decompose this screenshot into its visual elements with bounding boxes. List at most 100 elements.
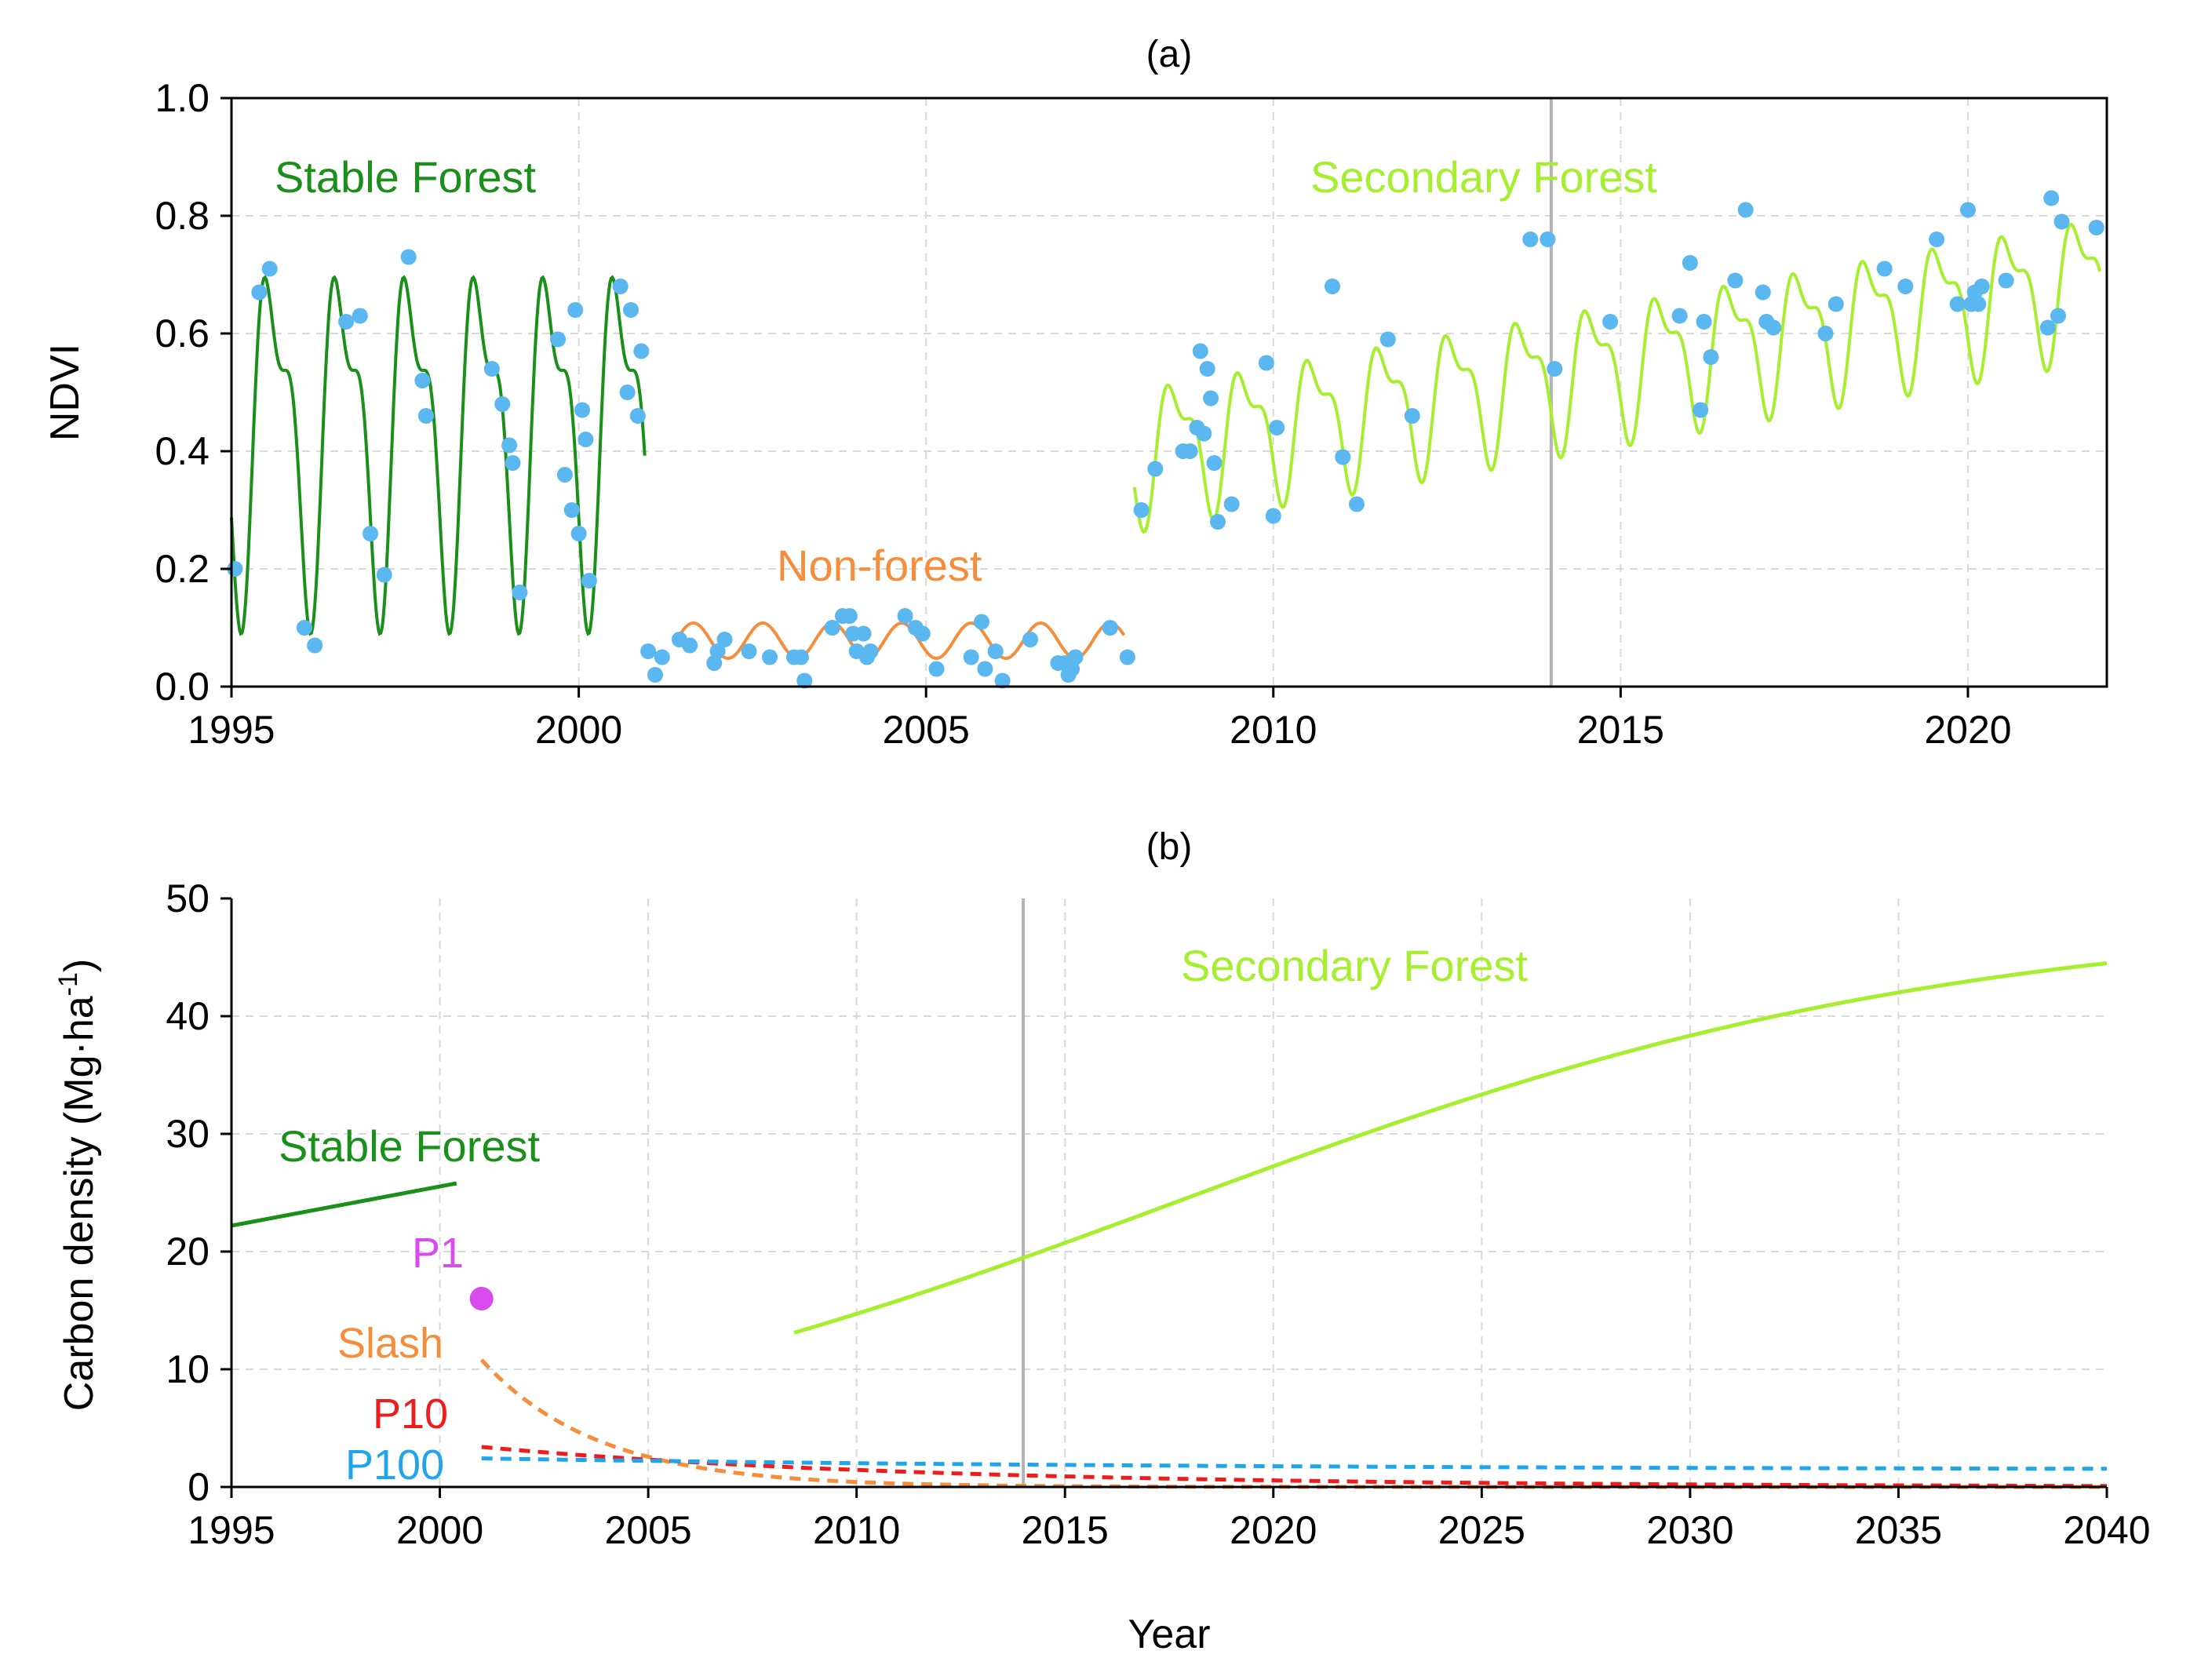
ndvi-observation-point	[1817, 326, 1834, 341]
panel-b-grid	[231, 898, 2107, 1487]
ndvi-observation-point	[2043, 190, 2060, 206]
y-tick-label: 40	[166, 994, 210, 1038]
ndvi-observation-point	[505, 455, 521, 471]
point-p1	[469, 1287, 494, 1310]
series-line-p10	[481, 1445, 2107, 1489]
panel-a: (a) 1995 2000 2005 2010 2015 2020 0.0 0.2 0.4 0.6…	[42, 34, 2108, 752]
label-stable-forest-a: Stable Forest	[275, 152, 536, 202]
ndvi-observation-point	[400, 249, 417, 265]
y-tick-label: 0.2	[155, 547, 210, 591]
ndvi-observation-point	[1876, 261, 1893, 277]
y-tick-label: 0	[188, 1465, 210, 1509]
label-stable-forest-b: Stable Forest	[279, 1121, 540, 1171]
ndvi-observation-point	[1727, 272, 1744, 289]
ndvi-observation-point	[1703, 349, 1719, 365]
ndvi-observation-point	[1064, 661, 1080, 677]
ndvi-observation-point	[629, 408, 646, 424]
ndvi-observation-point	[338, 314, 355, 330]
ndvi-observation-point	[417, 408, 434, 424]
x-tick-label: 1995	[188, 1508, 275, 1552]
label-p10: P10	[373, 1390, 448, 1438]
ndvi-observation-point	[1693, 402, 1709, 418]
x-tick-label: 2005	[883, 708, 970, 752]
ndvi-observation-point	[556, 467, 573, 483]
y-tick-label: 1.0	[155, 76, 210, 120]
ndvi-observation-point	[1960, 202, 1976, 218]
ndvi-observation-point	[1192, 343, 1208, 359]
ndvi-observation-point	[1022, 632, 1038, 647]
ndvi-observation-point	[578, 432, 594, 447]
ndvi-observation-point	[897, 608, 913, 624]
x-tick-label: 2005	[604, 1508, 691, 1552]
ndvi-observation-point	[974, 614, 989, 630]
panel-b-y-axis-title: Carbon density (Mg·ha-1)	[53, 959, 102, 1411]
ndvi-observation-point	[1755, 284, 1771, 301]
series-line-secondary-forest	[793, 961, 2108, 1335]
x-tick-label: 2000	[396, 1508, 483, 1552]
ndvi-observation-point	[1602, 314, 1619, 330]
x-tick-label: 2010	[1230, 708, 1317, 752]
ndvi-observation-point	[1949, 296, 1966, 312]
ndvi-observation-point	[928, 661, 945, 677]
ndvi-observation-point	[963, 649, 979, 665]
x-tick-label: 2025	[1438, 1508, 1525, 1552]
ndvi-observation-point	[1119, 649, 1135, 665]
series-line-p100	[481, 1456, 2107, 1471]
panel-b-x-axis-title: Year	[1128, 1612, 1210, 1657]
ndvi-observation-point	[567, 302, 584, 318]
ndvi-observation-point	[2050, 308, 2066, 324]
y-tick-label: 10	[166, 1347, 210, 1391]
ndvi-observation-point	[706, 655, 723, 671]
x-tick-label: 2015	[1022, 1508, 1109, 1552]
ndvi-observation-point	[2088, 220, 2104, 235]
ndvi-observation-point	[494, 396, 511, 412]
x-tick-label: 2035	[1855, 1508, 1942, 1552]
ndvi-observation-point	[363, 526, 378, 541]
ndvi-observation-point	[1199, 361, 1215, 377]
ndvi-observation-point	[741, 643, 757, 659]
ndvi-observation-point	[914, 625, 931, 642]
ndvi-observation-point	[1133, 502, 1150, 518]
panel-a-ticks: 1995 2000 2005 2010 2015 2020 0.0 0.2 0.4 0.6 0.8 1…	[155, 76, 2011, 752]
ndvi-observation-point	[793, 649, 809, 665]
panel-a-y-axis-title: NDVI	[42, 344, 88, 441]
ndvi-observation-point	[1196, 425, 1212, 442]
ndvi-observation-point	[1203, 390, 1219, 406]
ndvi-observation-point	[1929, 231, 1945, 247]
label-non-forest-a: Non-forest	[777, 541, 982, 590]
ndvi-observation-point	[563, 502, 580, 518]
panel-a-frame	[230, 97, 2108, 688]
ndvi-observation-point	[1540, 231, 1556, 247]
label-p100: P100	[345, 1441, 444, 1489]
ndvi-observation-point	[1269, 420, 1285, 435]
ndvi-observation-point	[762, 649, 778, 665]
ndvi-observation-point	[1522, 231, 1539, 247]
ndvi-observation-point	[682, 637, 698, 654]
ndvi-observation-point	[483, 361, 500, 377]
ndvi-observation-point	[1325, 279, 1340, 294]
label-secondary-forest-b: Secondary Forest	[1181, 941, 1528, 990]
y-tick-label: 20	[166, 1230, 210, 1274]
ndvi-observation-point	[1737, 202, 1754, 218]
ndvi-observation-point	[994, 672, 1011, 689]
panel-b-data	[230, 898, 2108, 1489]
y-tick-label: 0.8	[155, 194, 210, 238]
ndvi-observation-point	[1897, 279, 1914, 294]
ndvi-observation-point	[1973, 279, 1990, 294]
ndvi-observation-point	[619, 384, 636, 400]
ndvi-observation-point	[1671, 308, 1688, 324]
ndvi-observation-point	[2053, 213, 2070, 230]
ndvi-observation-point	[2039, 319, 2056, 336]
x-tick-label: 2010	[813, 1508, 900, 1552]
ndvi-observation-point	[1404, 408, 1420, 424]
y-tick-label: 0.0	[155, 665, 210, 709]
ndvi-observation-point	[623, 302, 639, 318]
series-line-non-forest	[674, 621, 1126, 661]
ndvi-observation-point	[550, 331, 566, 348]
ndvi-observation-point	[1265, 508, 1281, 524]
ndvi-observation-point	[987, 643, 1004, 659]
ndvi-observation-point	[1335, 449, 1351, 465]
label-p1: P1	[412, 1230, 464, 1277]
ndvi-observation-point	[647, 667, 663, 683]
